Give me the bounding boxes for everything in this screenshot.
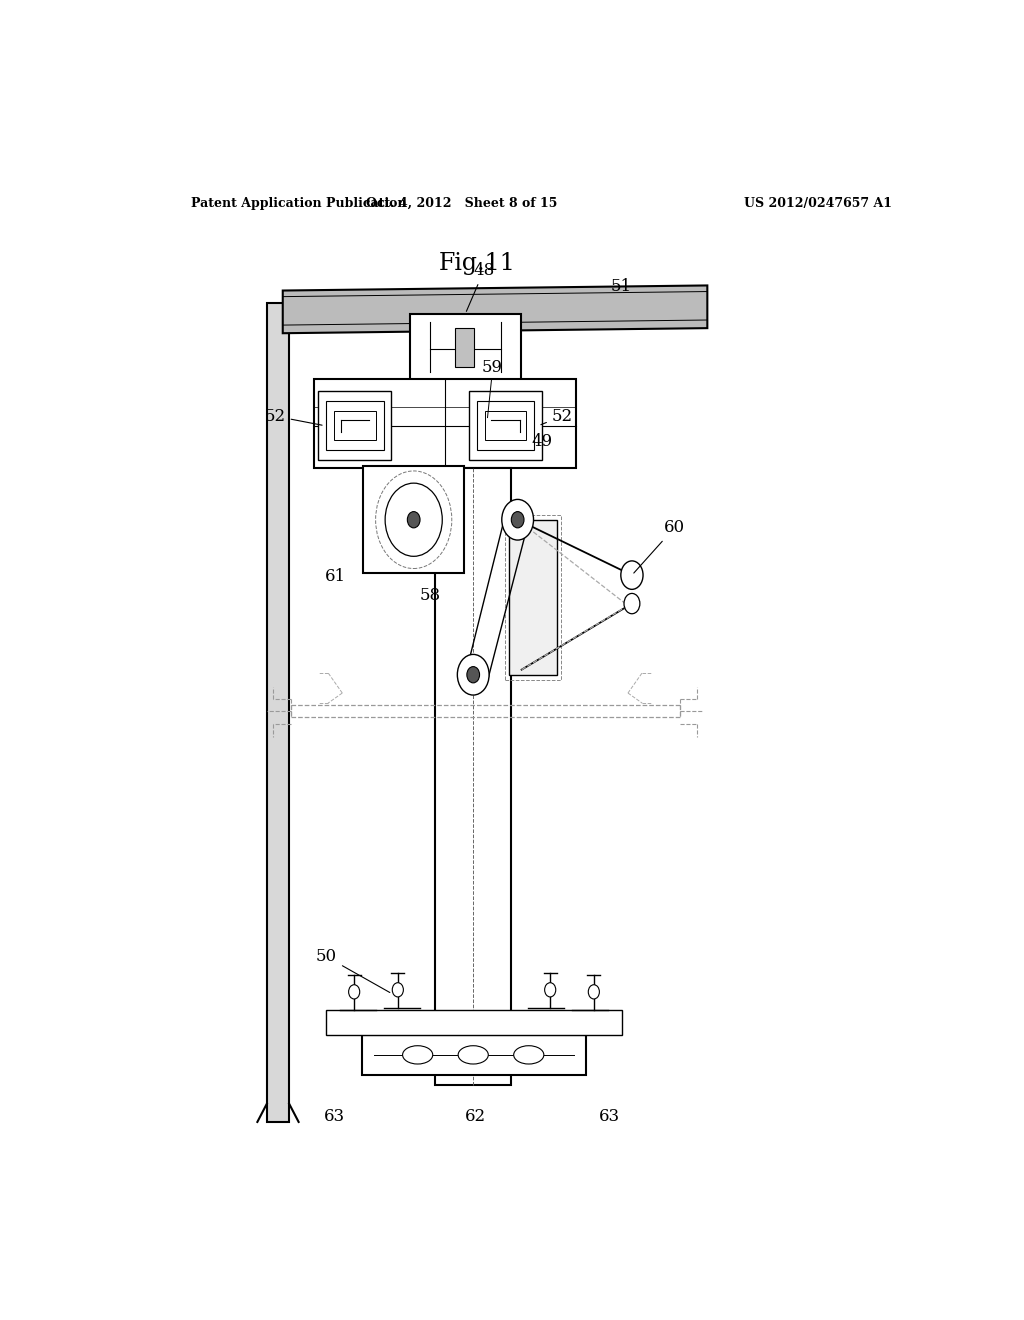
Text: Fig.11: Fig.11	[438, 252, 516, 275]
Bar	[435, 469, 511, 1085]
Bar	[327, 1010, 622, 1035]
Bar	[509, 520, 557, 675]
Bar	[362, 466, 465, 573]
Text: 62: 62	[465, 1107, 485, 1125]
Text: 50: 50	[316, 948, 390, 993]
Circle shape	[392, 982, 403, 997]
Bar	[267, 302, 289, 1122]
Text: 48: 48	[466, 263, 495, 312]
Text: 58: 58	[420, 586, 441, 603]
Text: US 2012/0247657 A1: US 2012/0247657 A1	[744, 197, 893, 210]
Text: 63: 63	[599, 1107, 620, 1125]
Text: 52: 52	[264, 408, 323, 425]
Text: 59: 59	[482, 359, 503, 376]
Bar	[469, 391, 543, 461]
Circle shape	[588, 985, 599, 999]
Circle shape	[545, 982, 556, 997]
Text: Oct. 4, 2012   Sheet 8 of 15: Oct. 4, 2012 Sheet 8 of 15	[366, 197, 557, 210]
Text: Patent Application Publication: Patent Application Publication	[191, 197, 407, 210]
Circle shape	[502, 499, 534, 540]
Ellipse shape	[458, 1045, 488, 1064]
Bar	[410, 314, 521, 380]
Bar	[318, 391, 391, 461]
Ellipse shape	[402, 1045, 433, 1064]
Circle shape	[467, 667, 479, 682]
Bar	[455, 329, 474, 367]
Bar	[334, 412, 376, 440]
Bar	[314, 379, 577, 469]
Circle shape	[458, 655, 489, 696]
Bar	[477, 401, 535, 450]
Text: 51: 51	[610, 277, 632, 294]
Bar	[505, 515, 560, 680]
Text: 63: 63	[324, 1107, 345, 1125]
Circle shape	[621, 561, 643, 589]
Text: 49: 49	[531, 433, 552, 450]
Bar	[327, 401, 384, 450]
Text: 60: 60	[634, 520, 685, 573]
Ellipse shape	[514, 1045, 544, 1064]
Circle shape	[408, 512, 420, 528]
Circle shape	[511, 512, 524, 528]
Text: 52: 52	[541, 408, 572, 425]
Circle shape	[385, 483, 442, 556]
Bar	[485, 412, 526, 440]
Polygon shape	[283, 285, 708, 333]
Circle shape	[624, 594, 640, 614]
Circle shape	[348, 985, 359, 999]
Bar	[362, 1035, 586, 1076]
Text: 61: 61	[325, 568, 346, 585]
